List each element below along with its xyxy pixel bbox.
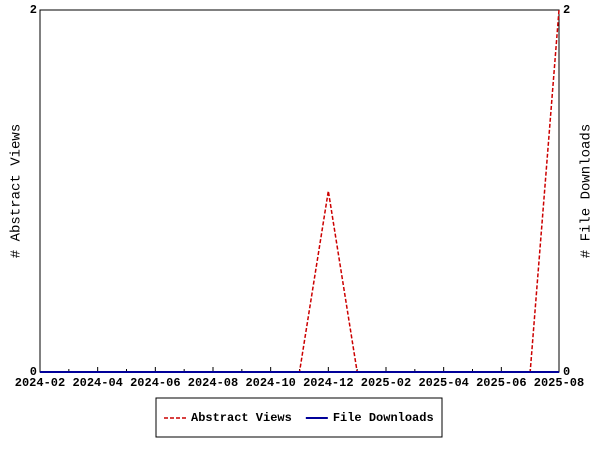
y2-axis-title: # File Downloads bbox=[579, 124, 595, 258]
y2-tick-label: 2 bbox=[563, 3, 570, 17]
x-tick-label: 2025-02 bbox=[361, 376, 411, 390]
x-tick-label: 2025-08 bbox=[534, 376, 584, 390]
legend-label: Abstract Views bbox=[191, 411, 292, 425]
y2-tick-label: 0 bbox=[563, 365, 570, 379]
x-tick-label: 2024-06 bbox=[130, 376, 180, 390]
legend-box bbox=[155, 397, 443, 438]
plot-area bbox=[39, 9, 560, 373]
y-tick-label: 0 bbox=[30, 365, 37, 379]
x-tick-label: 2024-04 bbox=[72, 376, 122, 390]
x-tick-label: 2024-02 bbox=[15, 376, 65, 390]
y-tick-label: 2 bbox=[30, 3, 37, 17]
legend: Abstract Views File Downloads bbox=[155, 397, 443, 438]
legend-label: File Downloads bbox=[333, 411, 434, 425]
x-tick-label: 2024-12 bbox=[303, 376, 353, 390]
x-tick-label: 2025-04 bbox=[418, 376, 468, 390]
y-axis-title: # Abstract Views bbox=[9, 124, 25, 258]
x-tick-label: 2024-08 bbox=[188, 376, 238, 390]
x-tick-label: 2025-06 bbox=[476, 376, 526, 390]
x-tick-label: 2024-10 bbox=[245, 376, 295, 390]
